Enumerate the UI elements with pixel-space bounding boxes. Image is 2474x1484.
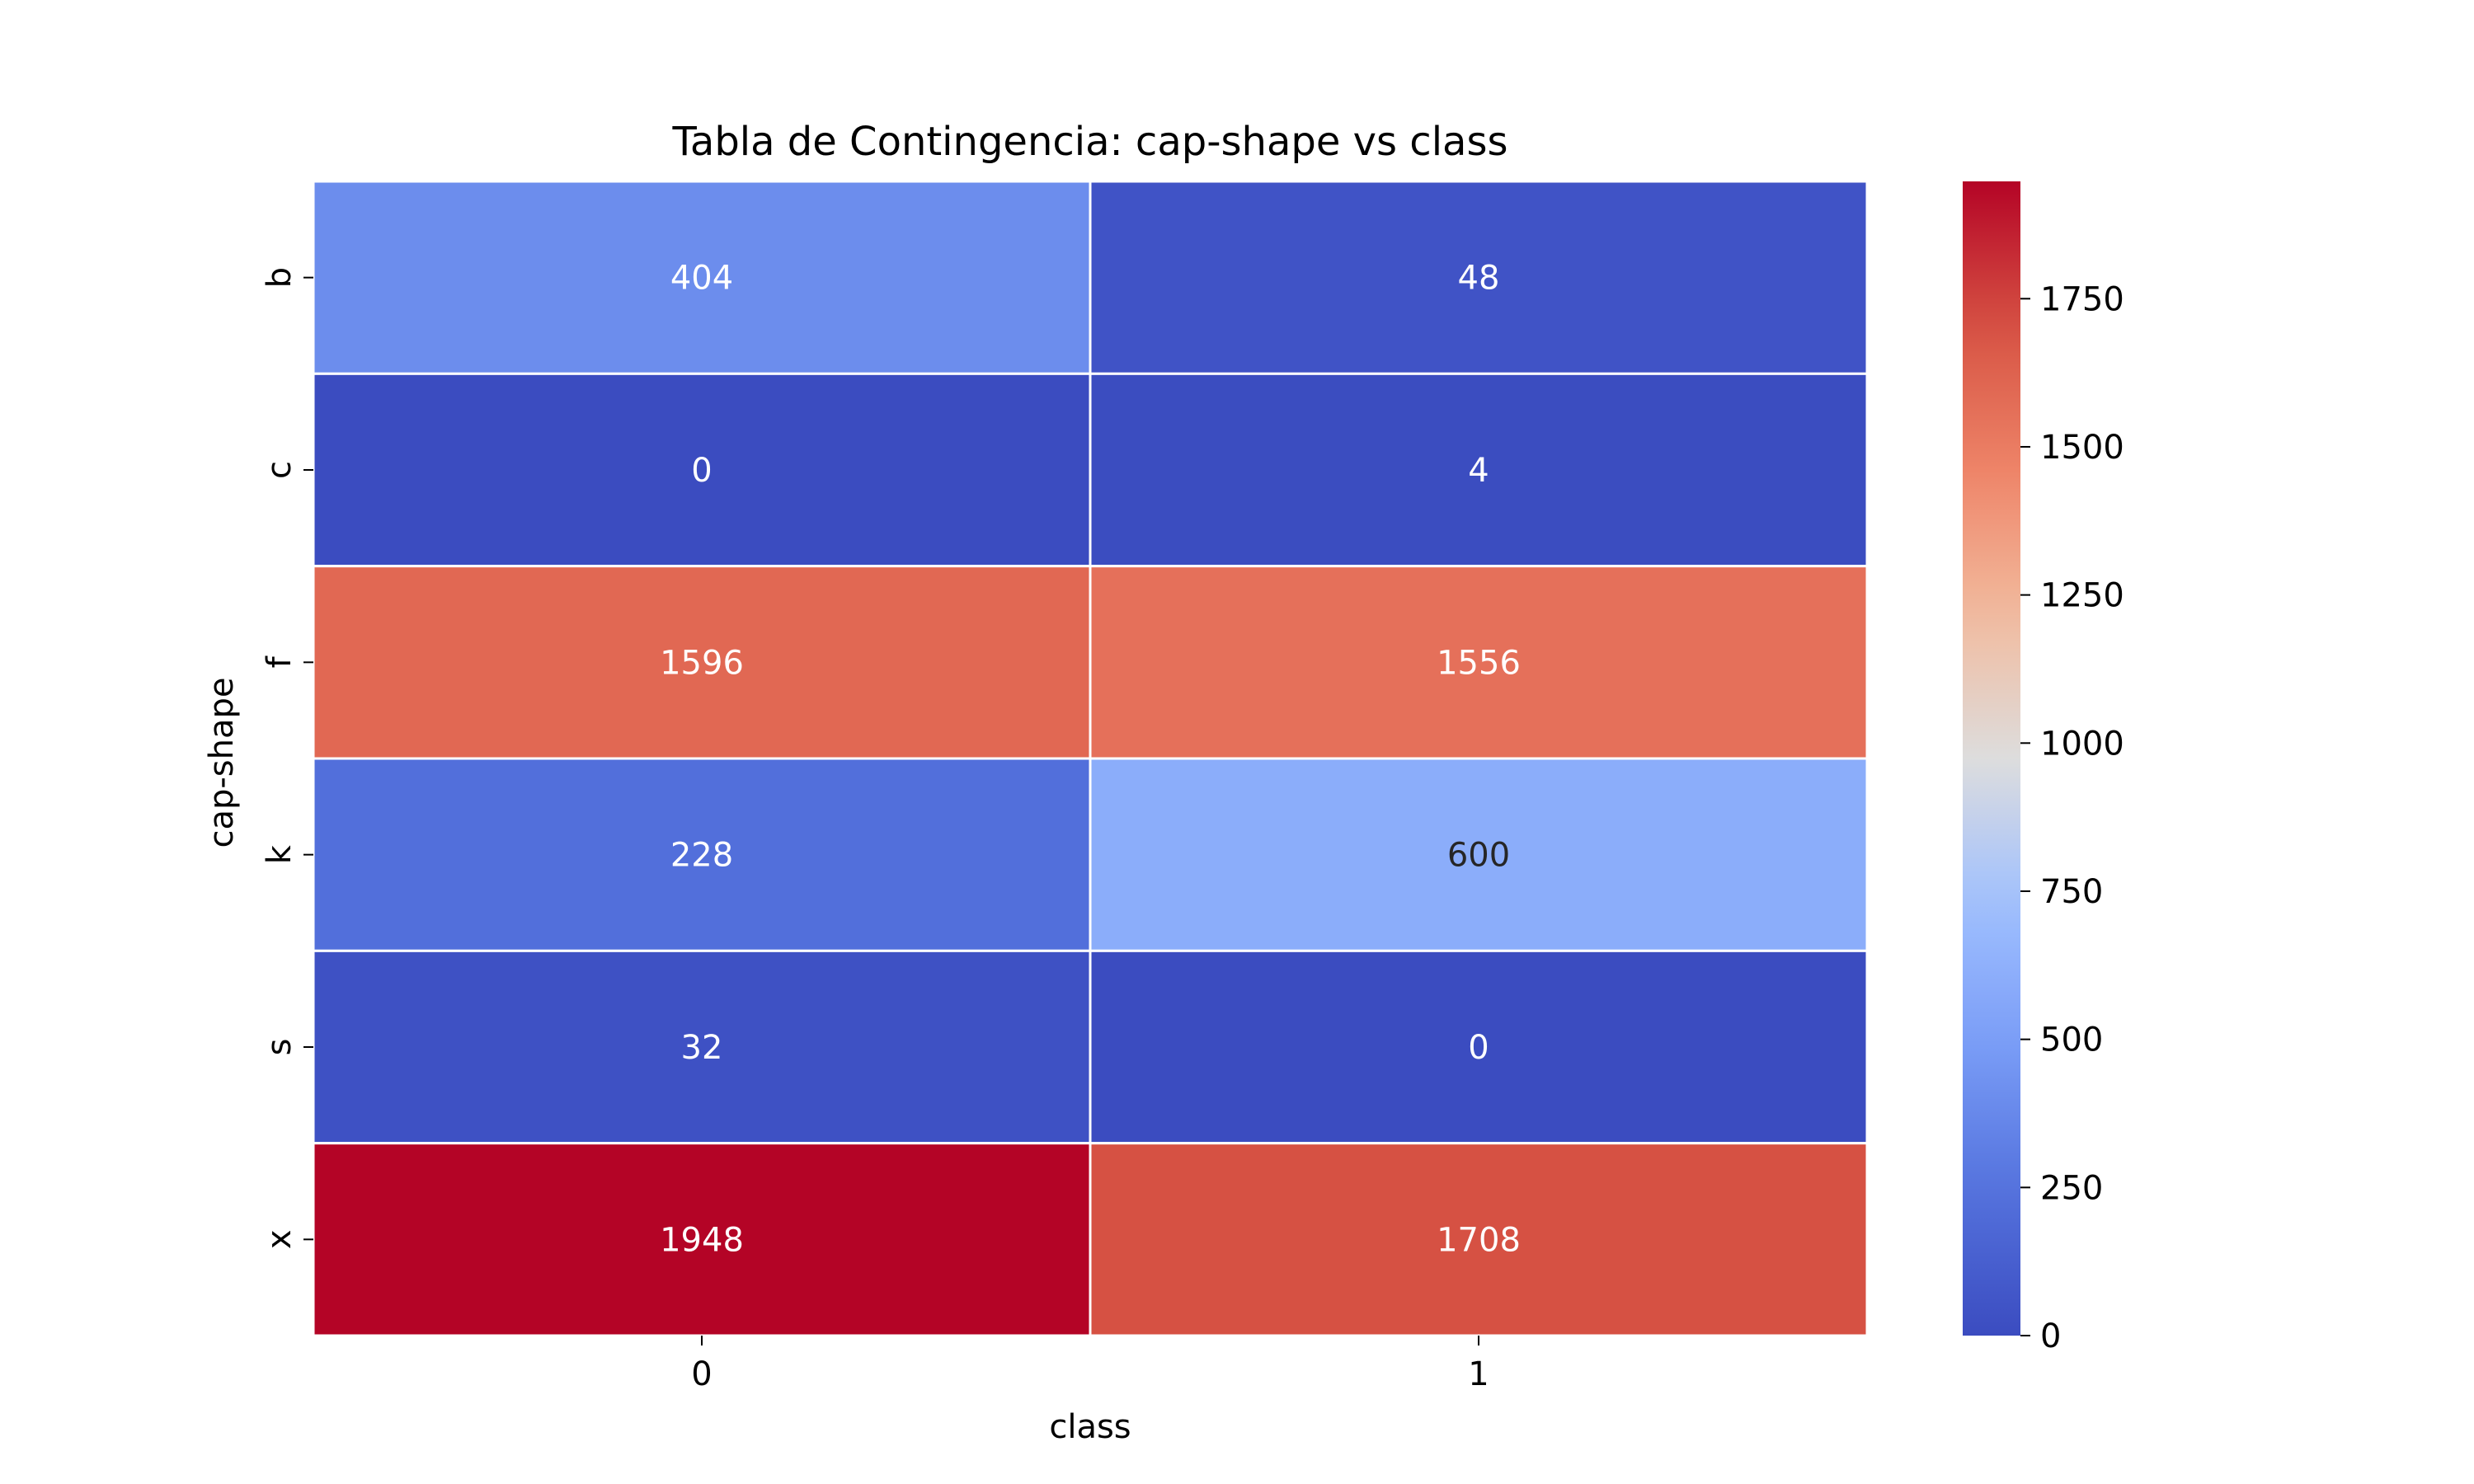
colorbar-tick-label: 1750 xyxy=(2040,280,2124,318)
cell-value-label: 32 xyxy=(681,1029,723,1067)
cell-value-label: 600 xyxy=(1447,837,1510,875)
cell-value-label: 4 xyxy=(1468,452,1489,490)
chart-title: Tabla de Contingencia: cap-shape vs clas… xyxy=(672,119,1508,165)
colorbar-ticks: 0 250 500 750 1000 1250 1500 1750 xyxy=(2020,280,2124,1355)
heatmap-cell xyxy=(1089,565,1869,760)
y-tick-label: f xyxy=(261,655,299,668)
colorbar-tick-label: 750 xyxy=(2040,873,2103,911)
heatmap-cell xyxy=(1089,949,1869,1145)
heatmap-cell xyxy=(1089,757,1869,952)
y-tick-label: k xyxy=(261,844,299,864)
colorbar-tick-label: 1250 xyxy=(2040,577,2124,615)
x-tick-label: 1 xyxy=(1468,1355,1489,1393)
colorbar-tick-label: 250 xyxy=(2040,1169,2103,1207)
cell-value-label: 0 xyxy=(691,452,712,490)
cell-value-label: 404 xyxy=(670,260,733,298)
heatmap-cell xyxy=(1089,180,1869,375)
y-axis-label: cap-shape xyxy=(203,677,241,848)
cell-value-label: 1556 xyxy=(1437,644,1521,682)
cell-value-label: 228 xyxy=(670,837,733,875)
colorbar-tick-label: 500 xyxy=(2040,1021,2103,1059)
heatmap-cell xyxy=(312,180,1092,375)
cell-value-label: 1948 xyxy=(660,1221,744,1259)
heatmap-cell xyxy=(1089,372,1869,568)
cell-value-label: 1708 xyxy=(1437,1221,1521,1259)
cell-value-label: 1596 xyxy=(660,644,744,682)
cell-value-label: 0 xyxy=(1468,1029,1489,1067)
heatmap-cell xyxy=(312,372,1092,568)
colorbar-tick-label: 1500 xyxy=(2040,429,2124,467)
colorbar-tick-label: 0 xyxy=(2040,1317,2061,1355)
x-axis-label: class xyxy=(1049,1408,1131,1446)
y-tick-label: b xyxy=(261,267,299,288)
colorbar-tick-label: 1000 xyxy=(2040,725,2124,763)
colorbar xyxy=(1963,181,2020,1336)
heatmap-cells xyxy=(312,180,1869,1337)
y-tick-label: s xyxy=(261,1039,299,1056)
x-tick-label: 0 xyxy=(691,1355,712,1393)
cell-value-label: 48 xyxy=(1458,260,1500,298)
heatmap-cell xyxy=(312,565,1092,760)
y-tick-label: c xyxy=(261,461,299,479)
cell-annotations: 404 48 0 4 1596 1556 228 600 32 0 1948 1708 xyxy=(660,260,1521,1260)
heatmap-cell xyxy=(1089,1142,1869,1337)
y-axis: b c f k s x xyxy=(261,267,313,1249)
y-tick-label: x xyxy=(261,1229,299,1249)
